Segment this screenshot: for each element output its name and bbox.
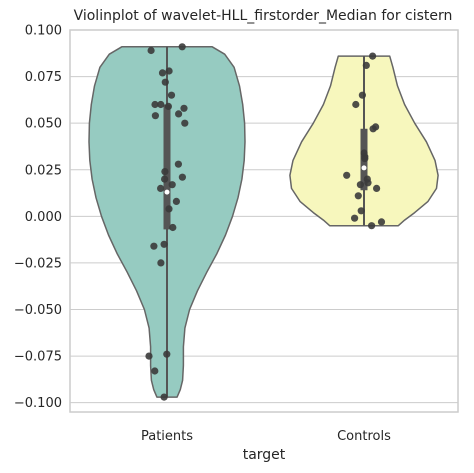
data-point: [164, 102, 172, 110]
data-point: [351, 214, 359, 222]
y-tick-label: 0.000: [25, 210, 62, 225]
data-point: [356, 181, 364, 189]
data-point: [151, 100, 159, 109]
data-point: [181, 119, 189, 127]
data-point: [178, 173, 186, 181]
data-point: [167, 91, 176, 99]
data-point: [361, 155, 369, 163]
data-point: [165, 67, 173, 75]
data-point: [358, 91, 366, 99]
data-point: [150, 242, 158, 250]
chart-title: Violinplot of wavelet-HLL_firstorder_Med…: [74, 8, 453, 24]
y-tick-label: 0.100: [25, 24, 62, 39]
y-tick-label: −0.025: [14, 256, 62, 271]
x-tick-label: Controls: [337, 429, 391, 444]
data-point: [373, 184, 381, 192]
data-point: [172, 197, 180, 205]
data-point: [160, 240, 168, 248]
data-point: [352, 100, 360, 109]
data-point: [368, 222, 376, 230]
data-point: [377, 218, 386, 226]
data-point: [178, 43, 186, 51]
data-point: [161, 175, 169, 183]
y-tick-label: −0.075: [14, 350, 62, 365]
y-tick-label: −0.050: [14, 303, 62, 318]
y-tick-label: −0.100: [14, 396, 62, 411]
data-point: [362, 61, 370, 69]
x-tick-labels: Patients Controls: [141, 429, 391, 444]
data-point: [151, 367, 159, 375]
data-point: [354, 192, 362, 200]
x-axis-label: target: [243, 447, 286, 463]
y-tick-labels: 0.100 0.075 0.050 0.025 0.000 −0.025 −0.050 −0.…: [14, 24, 62, 412]
data-point: [151, 112, 159, 120]
data-point: [147, 46, 155, 55]
data-point: [169, 223, 177, 232]
data-point: [161, 168, 169, 176]
data-point: [165, 205, 173, 213]
plot-frame: [69, 29, 459, 413]
y-tick-label: 0.075: [25, 70, 62, 85]
data-point: [168, 181, 176, 189]
data-point: [357, 207, 365, 215]
median-marker: [361, 165, 367, 171]
y-tick-label: 0.025: [25, 163, 62, 178]
data-point: [157, 184, 165, 192]
median-marker: [164, 189, 170, 195]
data-point: [163, 350, 171, 358]
data-point: [157, 100, 165, 109]
x-tick-label: Patients: [141, 429, 193, 444]
data-point: [157, 259, 165, 267]
data-point: [343, 171, 351, 179]
data-point: [174, 160, 182, 168]
data-point: [369, 52, 377, 60]
data-point: [158, 69, 167, 77]
data-point: [364, 179, 372, 187]
data-point: [369, 125, 377, 133]
data-point: [161, 78, 169, 86]
data-point: [160, 393, 168, 401]
violin-layer: [88, 46, 439, 398]
data-point: [145, 352, 153, 360]
iqr-box: [163, 104, 171, 230]
data-point: [175, 110, 183, 118]
point-layer: [145, 43, 386, 401]
data-point: [180, 104, 188, 112]
y-tick-label: 0.050: [25, 117, 62, 132]
